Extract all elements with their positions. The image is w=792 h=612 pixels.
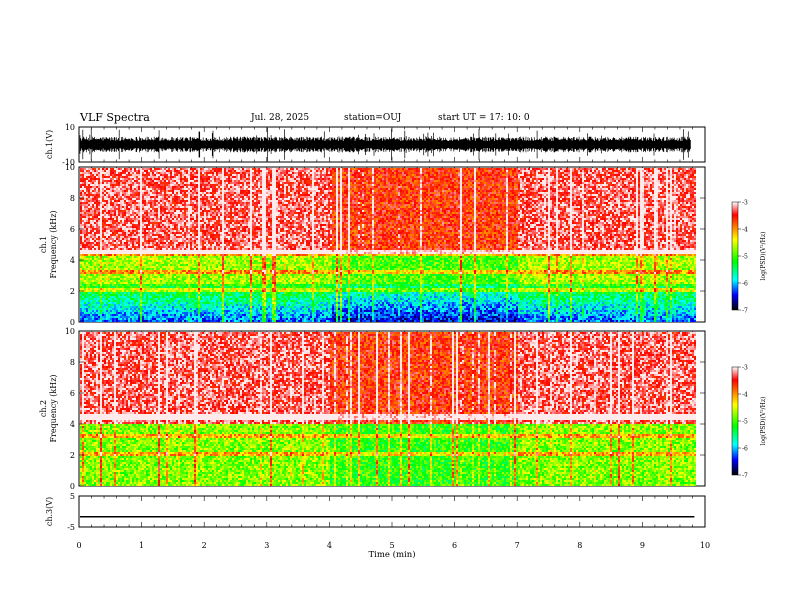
y-axis-label: ch.1(V) [45,130,54,159]
colorbar-tick-label: -3 [742,200,748,207]
x-tick-label: 3 [264,541,269,550]
ch1-spectrogram-cells [80,168,696,322]
y-tick-label: 0 [70,482,75,491]
colorbar-tick-label: -6 [742,446,748,453]
y-axis-label-channel: ch.1 [39,236,48,253]
colorbar-label: log(PSD)(V²/Hz) [760,397,767,446]
x-tick-label: 1 [139,541,144,550]
x-tick-label: 2 [202,541,207,550]
y-tick-label: 8 [70,194,75,203]
x-tick-label: 6 [452,541,457,550]
y-tick-label: 0 [70,318,75,327]
y-tick-label: 6 [70,225,75,234]
y-tick-label: 4 [70,420,75,429]
y-tick-label: 10 [65,123,75,132]
x-axis-label: Time (min) [368,549,415,560]
y-tick-label: 10 [65,163,75,172]
x-tick-label: 0 [76,541,81,550]
ch2-spectrogram-cells [80,332,696,486]
colorbar-tick-label: -7 [742,308,748,315]
colorbar-tick-label: -4 [742,392,748,399]
y-tick-label: 6 [70,389,75,398]
colorbar-tick-label: -7 [742,473,748,480]
x-tick-label: 7 [515,541,520,550]
y-axis-label: Frequency (kHz) [49,210,58,278]
colorbar-tick-label: -4 [742,227,748,234]
y-tick-label: -5 [67,523,75,532]
x-tick-label: 5 [389,541,394,550]
x-tick-label: 9 [640,541,645,550]
colorbar-label: log(PSD)(V²/Hz) [760,232,767,281]
colorbar-tick-label: -6 [742,281,748,288]
y-tick-label: 8 [70,358,75,367]
x-tick-label: 10 [700,541,710,550]
colorbar [732,367,738,475]
x-tick-label: 8 [577,541,582,550]
y-tick-label: 4 [70,256,75,265]
colorbar-tick-label: -3 [742,365,748,372]
y-tick-label: 5 [70,492,75,501]
y-tick-label: 10 [65,327,75,336]
y-tick-label: 2 [70,287,75,296]
colorbar-tick-label: -5 [742,254,748,261]
y-axis-label-channel: ch.2 [39,400,48,417]
colorbar-tick-label: -5 [742,419,748,426]
y-tick-label: 2 [70,451,75,460]
y-axis-label: ch.3(V) [45,497,54,526]
x-tick-label: 4 [327,541,332,550]
y-axis-label: Frequency (kHz) [49,374,58,442]
colorbar [732,202,738,310]
ch1-waveform-trace [80,128,690,161]
